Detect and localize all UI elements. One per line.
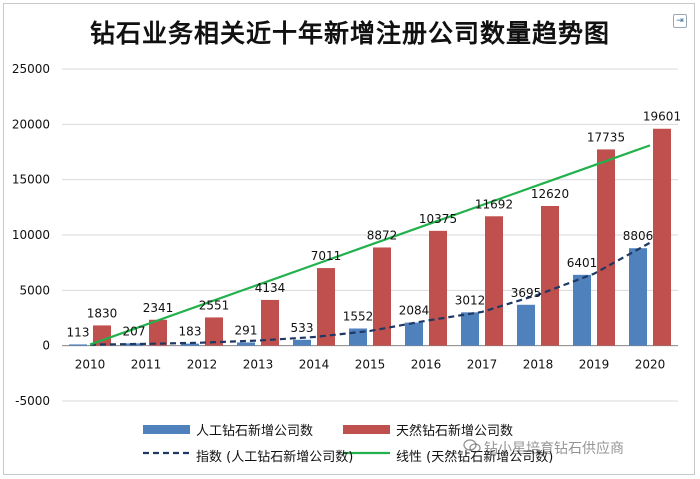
- x-tick-label: 2018: [523, 358, 554, 372]
- y-tick-label: 5000: [19, 283, 50, 297]
- bar-natural: [317, 268, 335, 346]
- legend-swatch-artificial: [143, 425, 190, 434]
- x-tick-label: 2015: [355, 358, 386, 372]
- bar-natural: [429, 230, 447, 346]
- y-tick-label: 0: [42, 339, 50, 353]
- data-label-natural: 7011: [311, 249, 342, 263]
- data-label-artificial: 2084: [399, 304, 430, 318]
- y-tick-label: 15000: [12, 173, 50, 187]
- x-tick-label: 2017: [467, 358, 498, 372]
- x-tick-label: 2010: [75, 358, 106, 372]
- x-tick-label: 2012: [187, 358, 218, 372]
- data-label-natural: 12620: [531, 187, 569, 201]
- bar-natural: [373, 247, 391, 346]
- bar-artificial: [237, 342, 255, 346]
- data-label-artificial: 6401: [567, 256, 598, 270]
- data-label-natural: 10375: [419, 212, 457, 226]
- x-tick-label: 2020: [635, 358, 666, 372]
- data-label-natural: 2551: [199, 298, 230, 312]
- data-label-natural: 19601: [643, 110, 681, 124]
- data-label-artificial: 8806: [623, 229, 654, 243]
- x-tick-label: 2011: [131, 358, 162, 372]
- bar-artificial: [69, 344, 87, 346]
- chart-frame: [3, 3, 695, 475]
- exp-trendline: [89, 241, 651, 346]
- data-label-artificial: 3012: [455, 293, 486, 307]
- bar-artificial: [573, 274, 591, 346]
- data-label-natural: 8872: [367, 228, 398, 242]
- legend-swatch-natural: [343, 425, 390, 434]
- bar-natural: [93, 325, 111, 346]
- bar-natural: [485, 216, 503, 346]
- data-label-artificial: 1552: [343, 309, 374, 323]
- data-label-artificial: 3695: [511, 286, 542, 300]
- bar-artificial: [461, 312, 479, 346]
- data-label-natural: 1830: [87, 306, 118, 320]
- chart-title: 钻石业务相关近十年新增注册公司数量趋势图: [89, 19, 610, 48]
- bar-natural: [261, 299, 279, 346]
- bar-artificial: [181, 343, 199, 346]
- bar-natural: [597, 149, 615, 346]
- x-tick-label: 2016: [411, 358, 442, 372]
- legend-label-natural: 天然钻石新增公司数: [396, 424, 514, 439]
- legend-label-exp-trend: 指数 (人工钻石新增公司数): [196, 450, 354, 465]
- data-label-natural: 2341: [143, 301, 174, 315]
- data-label-natural: 17735: [587, 130, 625, 144]
- y-tick-label: 10000: [12, 228, 50, 242]
- wechat-icon: [463, 439, 481, 453]
- y-tick-label: 25000: [12, 62, 50, 76]
- x-tick-label: 2019: [579, 358, 610, 372]
- x-tick-label: 2013: [243, 358, 274, 372]
- bar-natural: [149, 319, 167, 346]
- data-label-natural: 11692: [475, 197, 513, 211]
- data-label-natural: 4134: [255, 281, 286, 295]
- bar-natural: [653, 128, 671, 346]
- bar-artificial: [293, 339, 311, 346]
- x-tick-label: 2014: [299, 358, 330, 372]
- data-label-artificial: 207: [123, 324, 146, 338]
- data-label-artificial: 183: [179, 325, 202, 339]
- exit-frame-icon[interactable]: ⇥: [673, 14, 687, 28]
- bar-natural: [205, 317, 223, 346]
- bar-artificial: [629, 248, 647, 346]
- y-tick-label: 20000: [12, 117, 50, 131]
- watermark-text: 钻小星培育钻石供应商: [484, 441, 624, 457]
- linear-trendline: [89, 144, 651, 346]
- data-label-artificial: 291: [235, 323, 258, 337]
- bar-natural: [541, 206, 559, 346]
- bar-artificial: [517, 304, 535, 346]
- legend-label-linear-trend: 线性 (天然钻石新增公司数): [396, 450, 554, 465]
- data-label-artificial: 533: [291, 321, 314, 335]
- legend-label-artificial: 人工钻石新增公司数: [196, 424, 314, 439]
- y-tick-label: -5000: [15, 394, 50, 408]
- bar-artificial: [405, 322, 423, 346]
- data-label-artificial: 113: [67, 325, 90, 339]
